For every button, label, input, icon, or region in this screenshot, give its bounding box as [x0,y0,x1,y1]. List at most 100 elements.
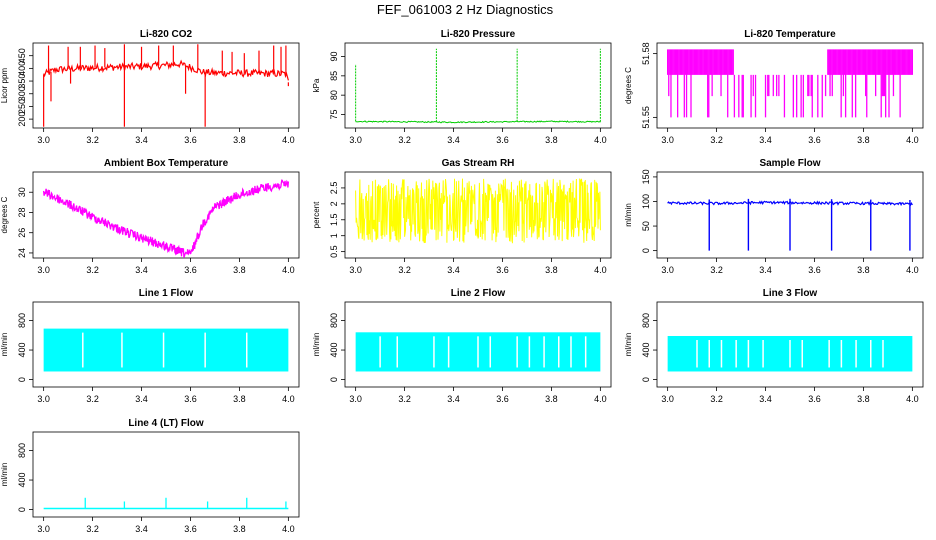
y-tick-label: 51.55 [641,106,651,129]
x-tick-label: 3.2 [86,135,99,145]
y-axis-label: ml/min [0,333,9,357]
x-tick-label: 3.8 [233,394,246,404]
ambient-series-line [42,179,290,259]
y-tick-label: 1 [329,233,339,238]
x-tick-label: 3.6 [496,265,509,275]
x-tick-label: 3.4 [447,265,460,275]
x-tick-label: 4.0 [282,265,295,275]
x-tick-label: 3.6 [184,524,197,534]
x-tick-label: 3.8 [233,524,246,534]
x-tick-label: 3.0 [349,135,362,145]
y-tick-label: 26 [17,228,27,238]
x-tick-label: 3.6 [808,135,821,145]
plot-frame [344,301,612,388]
y-tick-label: 450 [17,48,27,63]
y-tick-label: 150 [641,169,651,184]
y-axis-label: ml/min [312,333,321,357]
plot-frame [344,171,612,259]
y-tick-label: 0 [641,248,651,253]
x-tick-label: 4.0 [594,394,607,404]
x-tick-label: 4.0 [282,394,295,404]
x-tick-label: 3.4 [759,135,772,145]
y-tick-label: 0 [17,377,27,382]
y-tick-label: 1.5 [329,214,339,227]
x-tick-label: 3.8 [857,394,870,404]
series-group [43,44,289,127]
y-tick-label: 30 [17,187,27,197]
y-axis-label: ml/min [0,463,9,487]
panel-5: Sample Flow ml/min 3.0 3.2 3.4 3.6 3.8 4.0 0 50 10… [624,158,924,275]
x-tick-label: 3.6 [496,135,509,145]
plot-frame [656,171,924,259]
x-tick-label: 3.6 [808,394,821,404]
x-tick-label: 4.0 [282,135,295,145]
x-tick-label: 3.0 [661,135,674,145]
series-group [43,328,289,372]
y-tick-label: 24 [17,248,27,258]
x-tick-label: 3.4 [135,265,148,275]
x-tick-label: 3.4 [759,394,772,404]
x-tick-label: 3.4 [759,265,772,275]
panel-title: Li-820 CO2 [140,29,193,40]
panel-9: Line 4 (LT) Flow ml/min 3.0 3.2 3.4 3.6 3.8 4.0… [0,418,300,534]
x-tick-label: 3.2 [398,394,411,404]
x-tick-label: 3.2 [86,394,99,404]
panel-1: Li-820 Pressure kPa 3.0 3.2 3.4 3.6 3.8 4.0 75 80… [312,29,612,145]
x-tick-label: 3.4 [135,135,148,145]
plot-frame [656,42,924,129]
panel-3: Ambient Box Temperature degrees C 3.0 3.2 3.… [0,158,300,275]
series-group [43,497,289,510]
y-tick-label: 400 [17,473,27,488]
y-tick-label: 400 [17,343,27,358]
panel-8: Line 3 Flow ml/min 3.0 3.2 3.4 3.6 3.8 4.0 0 400 8… [624,288,924,404]
y-tick-label: 0 [329,377,339,382]
y-tick-label: 400 [329,343,339,358]
x-tick-label: 3.4 [135,394,148,404]
x-tick-label: 3.6 [184,394,197,404]
x-tick-label: 3.2 [86,524,99,534]
x-tick-label: 3.2 [710,135,723,145]
x-tick-label: 3.0 [37,265,50,275]
series-group [667,198,913,251]
x-tick-label: 3.2 [710,394,723,404]
panel-7: Line 2 Flow ml/min 3.0 3.2 3.4 3.6 3.8 4.0 0 400 8… [312,288,612,404]
x-tick-label: 3.0 [349,394,362,404]
flow-band [43,328,289,372]
y-tick-label: 300 [17,86,27,101]
x-tick-label: 4.0 [594,265,607,275]
y-tick-label: 51.58 [641,42,651,65]
panel-title: Line 4 (LT) Flow [128,418,204,429]
y-tick-label: 800 [17,313,27,328]
x-tick-label: 3.6 [496,394,509,404]
plot-frame [32,301,300,388]
x-tick-label: 3.6 [808,265,821,275]
y-axis-label: ml/min [624,333,633,357]
y-tick-label: 28 [17,207,27,217]
y-tick-label: 75 [329,109,339,119]
x-tick-label: 3.4 [447,394,460,404]
co2-series-line [43,59,289,81]
x-tick-label: 3.4 [135,524,148,534]
y-tick-label: 0 [641,377,651,382]
y-tick-label: 50 [641,221,651,231]
y-tick-label: 2 [329,201,339,206]
panel-2: Li-820 Temperature degrees C 3.0 3.2 3.4 3.6 3… [624,29,924,145]
x-tick-label: 4.0 [282,524,295,534]
figure-title: FEF_061003 2 Hz Diagnostics [377,2,554,17]
panel-title: Li-820 Pressure [441,29,516,40]
y-tick-label: 200 [17,112,27,127]
panel-0: Li-820 CO2 Licor ppm 3.0 3.2 3.4 3.6 3.8 4.0 200… [0,29,300,145]
series-group [667,336,913,372]
y-tick-label: 350 [17,74,27,89]
rh-series-line [355,178,601,244]
x-tick-label: 3.0 [661,265,674,275]
series-group [355,332,601,372]
x-tick-label: 3.8 [857,265,870,275]
x-tick-label: 4.0 [906,135,919,145]
x-tick-label: 3.8 [545,135,558,145]
panel-6: Line 1 Flow ml/min 3.0 3.2 3.4 3.6 3.8 4.0 0 400 8… [0,288,300,404]
series-group [355,178,601,244]
panel-title: Line 2 Flow [451,288,506,299]
